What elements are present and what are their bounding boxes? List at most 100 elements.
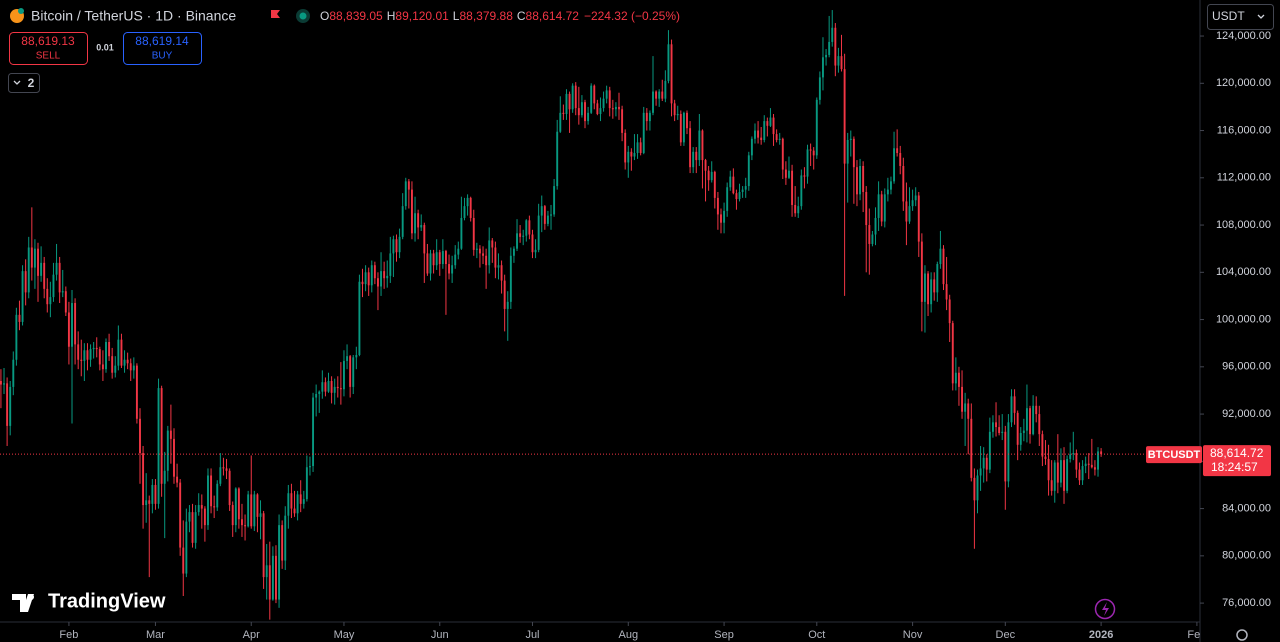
candle-body — [973, 477, 976, 501]
candle-body — [1035, 405, 1038, 415]
settings-icon[interactable] — [1236, 629, 1248, 641]
candle-body — [803, 175, 806, 177]
candle-body — [296, 494, 299, 514]
candle-body — [324, 382, 327, 392]
indicators-toggle[interactable] — [8, 73, 40, 93]
candle-body — [553, 186, 556, 215]
brand-logo-dot — [28, 594, 34, 600]
candle-body — [991, 422, 994, 432]
candle-body — [540, 206, 543, 216]
buy-button[interactable] — [123, 32, 202, 65]
candle-body — [911, 200, 914, 207]
candle-body — [543, 206, 546, 224]
candle-body — [290, 493, 293, 509]
x-tick-label: Jul — [525, 629, 539, 641]
candle-body — [843, 69, 846, 164]
candle-body — [710, 171, 713, 181]
candle-body — [686, 112, 688, 129]
candle-body — [902, 165, 905, 202]
flag-icon[interactable] — [271, 10, 280, 18]
candle-body — [219, 467, 222, 484]
candle-body — [132, 365, 135, 371]
candle-body — [670, 44, 673, 104]
candle-body — [358, 281, 361, 356]
candle-body — [12, 359, 15, 387]
candle-body — [568, 93, 571, 110]
candle-body — [877, 194, 880, 218]
candle-body — [630, 151, 633, 157]
currency-select[interactable] — [1207, 4, 1274, 30]
candle-body — [1032, 405, 1035, 435]
sell-button[interactable] — [9, 32, 88, 65]
alert-bolt — [1102, 602, 1109, 616]
x-tick-label: May — [334, 629, 355, 641]
candle-body — [352, 357, 355, 387]
candle-body — [713, 171, 716, 198]
candle-body — [618, 106, 620, 110]
candle-body — [1063, 460, 1065, 491]
candle-body — [89, 349, 92, 360]
candle-body — [497, 265, 500, 268]
candle-body — [506, 301, 509, 309]
candle-body — [608, 90, 611, 109]
candle-body — [234, 488, 237, 526]
candle-body — [265, 565, 268, 578]
candle-body — [834, 27, 837, 66]
candle-body — [386, 275, 389, 279]
candle-body — [1059, 460, 1062, 483]
candle-body — [559, 112, 562, 132]
candle-body — [642, 112, 645, 153]
candle-body — [77, 344, 80, 360]
candle-body — [732, 176, 735, 194]
candle-body — [157, 388, 160, 504]
candle-body — [1010, 396, 1013, 423]
symbol-title[interactable]: Bitcoin / TetherUS · 1D · Binance — [31, 8, 236, 24]
candle-body — [1044, 456, 1047, 459]
candle-body — [652, 91, 654, 113]
candle-body — [565, 93, 568, 115]
candle-body — [67, 312, 70, 347]
candle-body — [346, 356, 349, 361]
candle-body — [472, 217, 475, 250]
candle-body — [923, 273, 926, 302]
x-tick-label: Feb — [59, 629, 78, 641]
alert-icon[interactable] — [1094, 598, 1116, 620]
candle-body — [500, 265, 503, 281]
x-tick-label: Feb — [1187, 629, 1206, 641]
candle-body — [788, 170, 790, 178]
candle-body — [404, 181, 407, 207]
candle-body — [883, 194, 886, 222]
candle-body — [534, 249, 537, 253]
candle-body — [593, 85, 596, 104]
candle-body — [33, 248, 36, 268]
y-tick-label: 120,000.00 — [1216, 77, 1271, 89]
candle-body — [454, 254, 457, 266]
candle-body — [98, 349, 101, 365]
candle-body — [179, 482, 182, 548]
candle-body — [343, 360, 345, 390]
candle-body — [117, 339, 120, 366]
candle-body — [1090, 464, 1093, 468]
indicators-count: 2 — [28, 76, 35, 90]
candle-body — [970, 418, 973, 478]
plot-area — [0, 10, 1200, 620]
candle-body — [868, 225, 871, 244]
candle-body — [281, 525, 284, 561]
candle-body — [744, 186, 747, 190]
candle-body — [775, 134, 778, 140]
candle-body — [1056, 462, 1059, 483]
candle-body — [503, 280, 506, 309]
candle-body — [590, 85, 593, 113]
candle-body — [951, 323, 954, 384]
candle-body — [778, 138, 781, 140]
candle-body — [86, 350, 89, 360]
candle-body — [380, 271, 383, 287]
candle-body — [917, 195, 920, 242]
candle-body — [194, 512, 197, 543]
candle-body — [321, 382, 324, 392]
symbol-tag: BTCUSDT — [1148, 449, 1201, 461]
candle-body — [599, 108, 602, 115]
candle-body — [692, 151, 695, 168]
candle-body — [197, 505, 200, 513]
candle-body — [800, 175, 803, 207]
